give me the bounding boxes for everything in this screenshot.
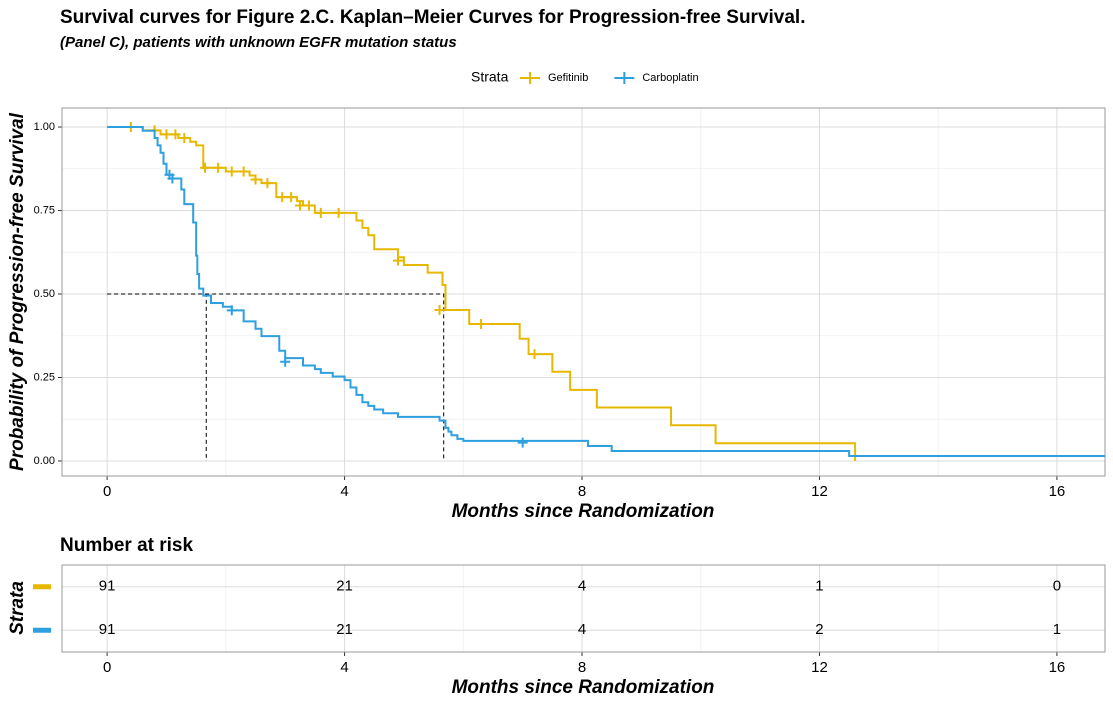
censor-mark: [238, 166, 249, 177]
legend-label: Carboplatin: [642, 72, 698, 84]
censor-mark: [315, 207, 326, 218]
risk-count: 91: [99, 621, 116, 638]
risk-count: 0: [1053, 578, 1061, 595]
censor-mark: [277, 192, 288, 203]
risk-count: 4: [578, 578, 586, 595]
censor-mark: [226, 305, 237, 316]
censor-mark: [179, 133, 190, 144]
risk-count: 21: [336, 578, 353, 595]
x-axis-label: Months since Randomization: [452, 501, 715, 522]
risk-table-x-label: Months since Randomization: [452, 677, 715, 698]
risk-count: 1: [815, 578, 823, 595]
x-tick-label: 8: [578, 483, 586, 500]
y-tick-label: 0.50: [34, 288, 55, 300]
plot-border: [61, 107, 1106, 477]
censor-mark: [161, 129, 172, 140]
y-axis-label: Probability of Progression-free Survival: [7, 112, 28, 471]
censor-mark: [392, 255, 403, 266]
censor-mark: [280, 356, 291, 367]
median-line: [107, 293, 445, 461]
risk-table-y-label: Strata: [7, 581, 28, 635]
table-border: [61, 564, 1106, 653]
y-tick-label: 0.00: [34, 455, 55, 467]
risk-count: 91: [99, 578, 116, 595]
censor-mark: [529, 349, 540, 360]
x-tick-label: 16: [1049, 483, 1066, 500]
censor-mark: [226, 166, 237, 177]
legend-marker: [520, 72, 540, 84]
censor-mark: [250, 174, 261, 185]
chart-title: Survival curves for Figure 2.C. Kaplan–M…: [60, 7, 806, 28]
legend-title: Strata: [471, 69, 509, 85]
risk-table-title: Number at risk: [60, 535, 193, 556]
x-tick-label: 4: [340, 659, 348, 676]
censor-mark: [303, 200, 314, 211]
censor-mark: [213, 162, 224, 173]
y-tick-label: 0.25: [34, 371, 55, 383]
x-tick-label: 12: [811, 659, 828, 676]
y-tick-label: 1.00: [34, 121, 55, 133]
censor-mark: [333, 207, 344, 218]
legend-label: Gefitinib: [548, 72, 588, 84]
chart-subtitle: (Panel C), patients with unknown EGFR mu…: [60, 34, 457, 51]
censor-mark: [170, 129, 181, 140]
risk-count: 4: [578, 621, 586, 638]
plot-background: [62, 108, 1105, 476]
y-tick-label: 0.75: [34, 204, 55, 216]
risk-count: 2: [815, 621, 823, 638]
survival-curve: [107, 126, 857, 461]
x-tick-label: 12: [811, 483, 828, 500]
x-tick-label: 0: [103, 483, 111, 500]
censor-mark: [476, 319, 487, 330]
x-tick-label: 4: [340, 483, 348, 500]
censor-mark: [200, 162, 211, 173]
risk-count: 1: [1053, 621, 1061, 638]
censor-mark: [262, 178, 273, 189]
x-tick-label: 0: [103, 659, 111, 676]
legend-marker: [614, 72, 635, 84]
censor-mark: [295, 200, 306, 211]
censor-mark: [167, 173, 178, 184]
x-tick-label: 16: [1049, 659, 1066, 676]
table-background: [62, 565, 1105, 652]
censor-mark: [286, 192, 297, 203]
censor-mark: [434, 305, 445, 316]
x-tick-label: 8: [578, 659, 586, 676]
risk-count: 21: [336, 621, 353, 638]
censor-mark: [517, 437, 528, 448]
